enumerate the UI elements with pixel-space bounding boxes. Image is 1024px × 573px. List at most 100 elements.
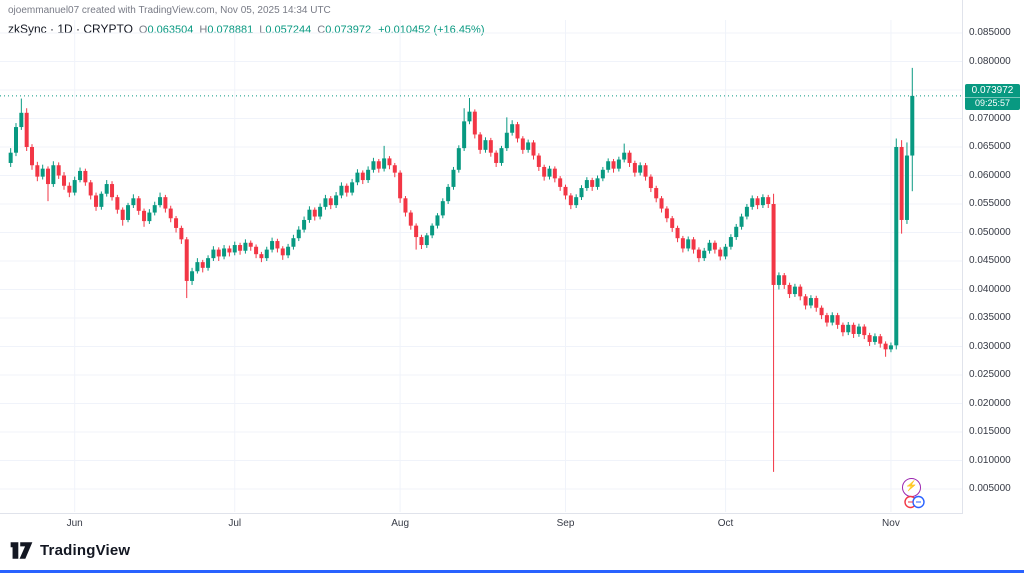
candle-body [184,239,189,281]
last-price-value: 0.073972 [971,84,1014,96]
candle-body [574,197,579,206]
candle-body [344,185,349,193]
candle-body [766,197,771,204]
candle-body [296,229,301,239]
candle-body [878,336,883,344]
low-label: L [259,24,266,36]
candle-body [323,198,328,207]
candle-body [387,158,392,166]
candle-body [110,184,115,198]
candle-body [579,188,584,198]
candle-body [536,155,541,167]
candle-body [136,198,141,211]
price-tick-label: 0.030000 [969,340,1011,352]
price-tick-label: 0.015000 [969,426,1011,437]
candle-body [835,315,840,325]
candle-body [51,165,56,185]
candle-body [62,175,67,186]
candle-body [339,185,344,196]
candle-body [718,249,723,257]
candle-body [264,249,269,259]
candle-body [691,239,696,250]
candle-body [446,186,451,202]
bar-close-countdown: 09:25:57 [965,96,1020,109]
candle-body [115,197,120,210]
chart-plot-area[interactable] [0,0,962,512]
candle-body [600,169,605,179]
candle-body [152,205,157,213]
coins-sticker-icon[interactable] [904,495,926,509]
candle-body [200,262,205,268]
candle-body [542,166,547,177]
candle-body [654,188,659,199]
candle-body [856,326,861,334]
candle-body [808,298,813,306]
candle-body [851,324,856,334]
time-axis-label: Oct [717,518,734,529]
candle-body [494,152,499,163]
candle-body [46,168,51,185]
candle-body [814,298,819,308]
candle-body [894,147,899,346]
candle-body [35,165,40,177]
candle-body [270,241,275,250]
candle-body [888,345,893,350]
candle-body [163,197,168,209]
candlestick-chart [0,20,962,512]
candle-body [622,152,627,160]
candle-body [174,218,179,228]
candle-body [750,198,755,207]
candle-body [302,219,307,230]
candle-body [680,238,685,249]
candle-body [72,180,77,193]
candle-body [606,161,611,170]
candle-body [408,212,413,226]
snapshot-attribution: ojoemmanuel07 created with TradingView.c… [8,5,331,16]
price-tick-label: 0.060000 [969,169,1011,181]
candle-body [83,170,88,183]
candle-body [611,161,616,169]
candle-body [803,296,808,306]
price-tick-label: 0.005000 [969,483,1011,494]
candle-body [686,239,691,249]
candle-body [275,241,280,249]
candle-body [419,237,424,246]
candle-body [867,335,872,342]
candle-body [158,197,163,206]
time-axis[interactable]: Jun Jul Aug Sep Oct Nov [0,513,963,536]
candle-body [211,249,216,259]
high-label: H [199,24,208,36]
candle-body [40,168,45,177]
candle-body [824,315,829,323]
candle-body [910,95,915,156]
candle-body [488,140,493,153]
candle-body [467,111,472,122]
candle-body [483,140,488,150]
candle-body [286,246,291,256]
candle-body [862,326,867,336]
candle-body [590,180,595,187]
candle-body [398,172,403,199]
close-label: C [317,24,326,36]
time-axis-label: Jun [66,518,83,529]
candle-body [723,246,728,257]
candle-body [371,161,376,170]
candle-body [558,178,563,187]
tradingview-footer[interactable]: TradingView [10,541,130,560]
candle-body [88,182,93,196]
candle-body [563,186,568,196]
candle-body [318,206,323,217]
candle-body [360,172,365,181]
candle-body [648,176,653,189]
candle-body [147,212,152,222]
candle-body [312,209,317,217]
price-axis[interactable]: 0.073972 09:25:57 0.0850000.0800000.0750… [962,0,1024,513]
candle-body [216,249,221,257]
time-axis-label: Nov [882,518,900,529]
candle-body [350,182,355,193]
candle-body [56,165,61,176]
candle-body [334,195,339,206]
price-tick-label: 0.025000 [969,369,1011,380]
bottom-accent-bar [0,570,1024,573]
